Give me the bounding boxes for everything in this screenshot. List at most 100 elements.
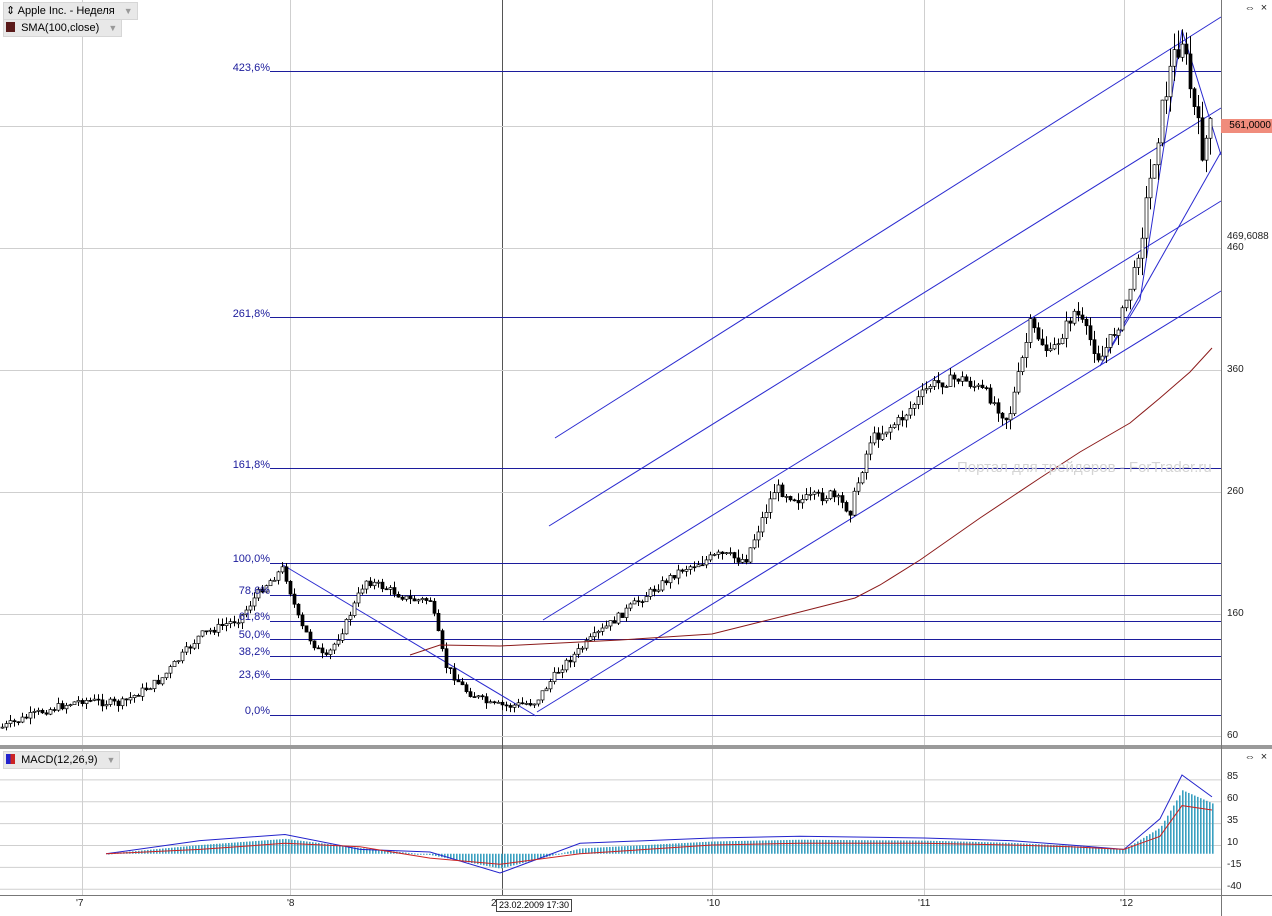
candle-body (424, 598, 429, 601)
macd-histogram-bar (783, 840, 785, 854)
candle-body (1204, 137, 1209, 161)
candle-body (736, 557, 741, 563)
macd-axis-label: 60 (1227, 793, 1239, 804)
candle-body (872, 432, 877, 444)
macd-histogram-bar (1188, 792, 1190, 854)
candle-body (244, 609, 249, 616)
macd-histogram-bar (408, 852, 410, 854)
candle-body (1200, 117, 1205, 161)
macd-histogram-bar (258, 840, 260, 854)
candle-body (1084, 318, 1089, 327)
candle-body (944, 386, 949, 388)
macd-histogram-bar (1068, 845, 1070, 854)
candle-body (260, 588, 265, 593)
macd-histogram-bar (1056, 845, 1058, 854)
macd-histogram-bar (609, 846, 611, 854)
macd-histogram-bar (855, 840, 857, 854)
macd-histogram-bar (255, 841, 257, 854)
price-marker-label: 469,6088 (1227, 231, 1269, 242)
candle-body (280, 566, 285, 573)
candle-body (312, 640, 317, 649)
macd-histogram-bar (267, 840, 269, 854)
macd-histogram-bar (1119, 849, 1121, 854)
macd-histogram-bar (735, 841, 737, 854)
macd-histogram-bar (810, 839, 812, 854)
candle-body (676, 569, 681, 579)
cursor-time-label: 23.02.2009 17:30 (496, 899, 573, 912)
macd-histogram-bar (240, 842, 242, 854)
macd-histogram-bar (276, 839, 278, 854)
candle-body (668, 575, 673, 584)
macd-color-swatch (6, 754, 15, 764)
macd-histogram-bar (309, 841, 311, 854)
candle-body (732, 552, 737, 559)
candle-body (1096, 353, 1101, 361)
candle-body (604, 625, 609, 629)
candle-body (172, 660, 177, 667)
macd-histogram-bar (618, 846, 620, 854)
macd-histogram-bar (741, 840, 743, 854)
macd-histogram-bar (519, 853, 521, 864)
chevron-down-icon[interactable]: ▼ (123, 6, 133, 16)
candle-body (680, 569, 685, 572)
macd-histogram-bar (756, 840, 758, 854)
candle-body (240, 614, 245, 624)
candle-body (272, 579, 277, 582)
macd-histogram-bar (225, 843, 227, 854)
macd-histogram-bar (435, 853, 437, 857)
macd-histogram-bar (1164, 820, 1166, 854)
candle-body (452, 668, 457, 681)
candle-body (772, 492, 777, 500)
candle-body (1192, 88, 1197, 107)
candle-body (824, 498, 829, 502)
indicator-header[interactable]: SMA(100,close) ▼ (3, 19, 123, 37)
macd-histogram-bar (900, 840, 902, 854)
candle-body (576, 648, 581, 655)
candle-body (320, 647, 325, 654)
candle-body (1016, 371, 1021, 393)
candle-body (192, 643, 197, 649)
candle-body (688, 566, 693, 570)
macd-panel-header[interactable]: MACD(12,26,9) ▼ (3, 751, 121, 769)
macd-histogram-bar (603, 847, 605, 854)
macd-histogram-bar (486, 853, 488, 866)
macd-histogram-bar (561, 853, 563, 855)
candle-body (720, 551, 725, 554)
macd-histogram-bar (699, 842, 701, 854)
candle-body (516, 702, 521, 706)
candle-body (4, 723, 9, 728)
candle-body (696, 564, 701, 568)
chevron-down-icon[interactable]: ▼ (106, 755, 116, 765)
candle-body (368, 580, 373, 587)
candle-body (568, 659, 573, 663)
fib-label: 261,8% (232, 308, 270, 320)
close-button[interactable]: × (1260, 2, 1268, 14)
macd-histogram-bar (675, 843, 677, 854)
macd-histogram-bar (291, 839, 293, 854)
macd-histogram-bar (963, 841, 965, 854)
chevron-down-icon[interactable]: ▼ (108, 23, 118, 33)
candle-body (996, 402, 1001, 414)
macd-histogram-bar (297, 840, 299, 854)
macd-histogram-bar (786, 840, 788, 854)
macd-histogram-bar (312, 842, 314, 854)
candle-body (1148, 177, 1153, 199)
macd-histogram-bar (1053, 845, 1055, 854)
macd-histogram-bar (1170, 810, 1172, 854)
macd-restore-button[interactable]: ⇔ (1244, 751, 1256, 763)
macd-close-button[interactable]: × (1260, 751, 1268, 763)
candle-body (1168, 65, 1173, 98)
macd-histogram-bar (621, 846, 623, 854)
macd-histogram-bar (1206, 800, 1208, 854)
candle-body (1024, 342, 1029, 358)
restore-button[interactable]: ⇔ (1244, 2, 1256, 14)
macd-histogram-bar (1092, 847, 1094, 854)
candle-body (1076, 310, 1081, 316)
macd-histogram-bar (627, 846, 629, 854)
candle-body (148, 688, 153, 691)
main-panel-header[interactable]: ⇕ Apple Inc. - Неделя ▼ (3, 2, 138, 20)
macd-histogram-bar (465, 853, 467, 862)
candle-body (184, 646, 189, 653)
macd-histogram-bar (480, 853, 482, 865)
candle-body (544, 688, 549, 692)
